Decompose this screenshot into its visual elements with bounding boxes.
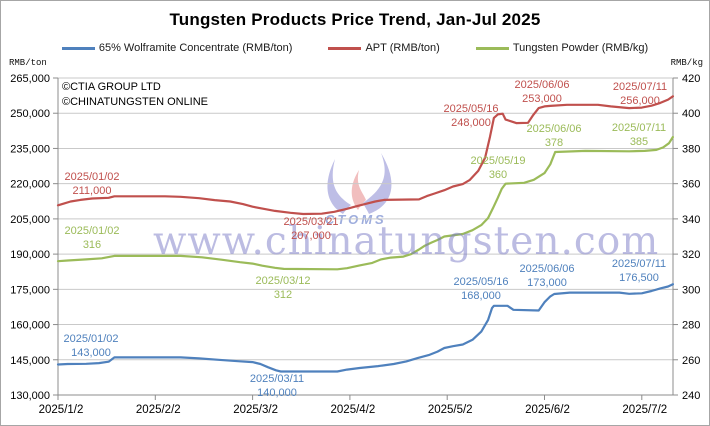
left-axis-tick-label: 190,000 bbox=[10, 249, 50, 261]
data-label: 2025/07/11 385 bbox=[611, 122, 667, 148]
apt-line-swatch bbox=[328, 46, 362, 50]
legend-label-tungsten-powder: Tungsten Powder (RMB/kg) bbox=[512, 42, 649, 54]
x-axis-tick-label: 2025/2/2 bbox=[136, 404, 181, 416]
copyright-line-1: ©CTIA GROUP LTD bbox=[62, 81, 161, 93]
legend-label-wolframite: 65% Wolframite Concentrate (RMB/ton) bbox=[98, 42, 293, 54]
legend-item-tungsten-powder: Tungsten Powder (RMB/kg) bbox=[475, 42, 649, 54]
tungsten-powder-line-swatch bbox=[475, 46, 509, 50]
right-axis-tick-label: 280 bbox=[682, 320, 700, 332]
right-axis-tick-label: 380 bbox=[682, 143, 700, 155]
data-label: 2025/06/06 378 bbox=[526, 123, 582, 149]
right-axis-tick-label: 300 bbox=[682, 284, 700, 296]
data-label: 2025/05/16 168,000 bbox=[453, 276, 509, 302]
series-line bbox=[56, 95, 675, 216]
right-axis-unit-label: RMB/kg bbox=[670, 58, 703, 68]
left-axis-tick-label: 235,000 bbox=[10, 143, 50, 155]
right-axis-tick-label: 320 bbox=[682, 249, 700, 261]
x-axis-tick-label: 2025/4/2 bbox=[331, 404, 376, 416]
right-axis-tick-label: 420 bbox=[682, 73, 700, 85]
legend-item-wolframite: 65% Wolframite Concentrate (RMB/ton) bbox=[61, 42, 293, 54]
copyright: ©CTIA GROUP LTD ©CHINATUNGSTEN ONLINE bbox=[62, 80, 208, 110]
left-axis-tick-label: 265,000 bbox=[10, 73, 50, 85]
left-axis-tick-label: 145,000 bbox=[10, 355, 50, 367]
legend-label-apt: APT (RMB/ton) bbox=[365, 42, 440, 54]
left-axis-tick-label: 250,000 bbox=[10, 108, 50, 120]
left-axis-unit-label: RMB/ton bbox=[9, 58, 47, 68]
logo-right-flame-icon bbox=[363, 153, 392, 214]
legend-item-apt: APT (RMB/ton) bbox=[328, 42, 440, 54]
left-axis-tick-label: 160,000 bbox=[10, 320, 50, 332]
left-axis-tick-label: 220,000 bbox=[10, 179, 50, 191]
chart-title: Tungsten Products Price Trend, Jan-Jul 2… bbox=[169, 10, 541, 29]
data-label: 2025/07/11 176,500 bbox=[611, 258, 667, 284]
data-label: 2025/01/02 143,000 bbox=[63, 333, 119, 359]
x-axis-tick-label: 2025/7/2 bbox=[622, 404, 667, 416]
x-axis-tick-label: 2025/6/2 bbox=[525, 404, 570, 416]
data-label: 2025/05/16 248,000 bbox=[443, 103, 499, 129]
data-label: 2025/07/11 256,000 bbox=[612, 81, 668, 107]
data-label: 2025/03/12 312 bbox=[255, 275, 311, 301]
series-line bbox=[56, 135, 675, 271]
series-line bbox=[56, 283, 675, 373]
right-axis-tick-label: 240 bbox=[682, 390, 700, 402]
data-label: 2025/03/11 140,000 bbox=[249, 373, 305, 399]
left-axis-tick-label: 205,000 bbox=[10, 214, 50, 226]
logo-left-flame-icon bbox=[327, 159, 351, 214]
legend: 65% Wolframite Concentrate (RMB/ton) APT… bbox=[1, 42, 709, 54]
right-axis-tick-label: 340 bbox=[682, 214, 700, 226]
copyright-line-2: ©CHINATUNGSTEN ONLINE bbox=[62, 96, 209, 108]
x-axis-tick-label: 2025/5/2 bbox=[428, 404, 473, 416]
data-label: 2025/03/21 207,000 bbox=[283, 216, 339, 242]
left-axis-tick-label: 175,000 bbox=[10, 284, 50, 296]
data-label: 2025/06/06 173,000 bbox=[519, 263, 575, 289]
watermark-logo-text: CTOMS bbox=[325, 212, 387, 227]
data-label: 2025/06/06 253,000 bbox=[514, 79, 570, 105]
logo-middle-flame-icon bbox=[351, 170, 366, 210]
data-label: 2025/01/02 211,000 bbox=[64, 171, 120, 197]
x-axis-tick-label: 2025/1/2 bbox=[39, 404, 84, 416]
watermark-logo bbox=[327, 153, 392, 214]
watermark-text: www.chinatungsten.com bbox=[153, 219, 660, 264]
x-axis-tick-label: 2025/3/2 bbox=[233, 404, 278, 416]
left-axis-tick-label: 130,000 bbox=[10, 390, 50, 402]
data-label: 2025/05/19 360 bbox=[470, 155, 526, 181]
right-axis-tick-label: 260 bbox=[682, 355, 700, 367]
right-axis-tick-label: 400 bbox=[682, 108, 700, 120]
right-axis-tick-label: 360 bbox=[682, 179, 700, 191]
data-label: 2025/01/02 316 bbox=[64, 225, 120, 251]
wolframite-line-swatch bbox=[61, 46, 95, 50]
